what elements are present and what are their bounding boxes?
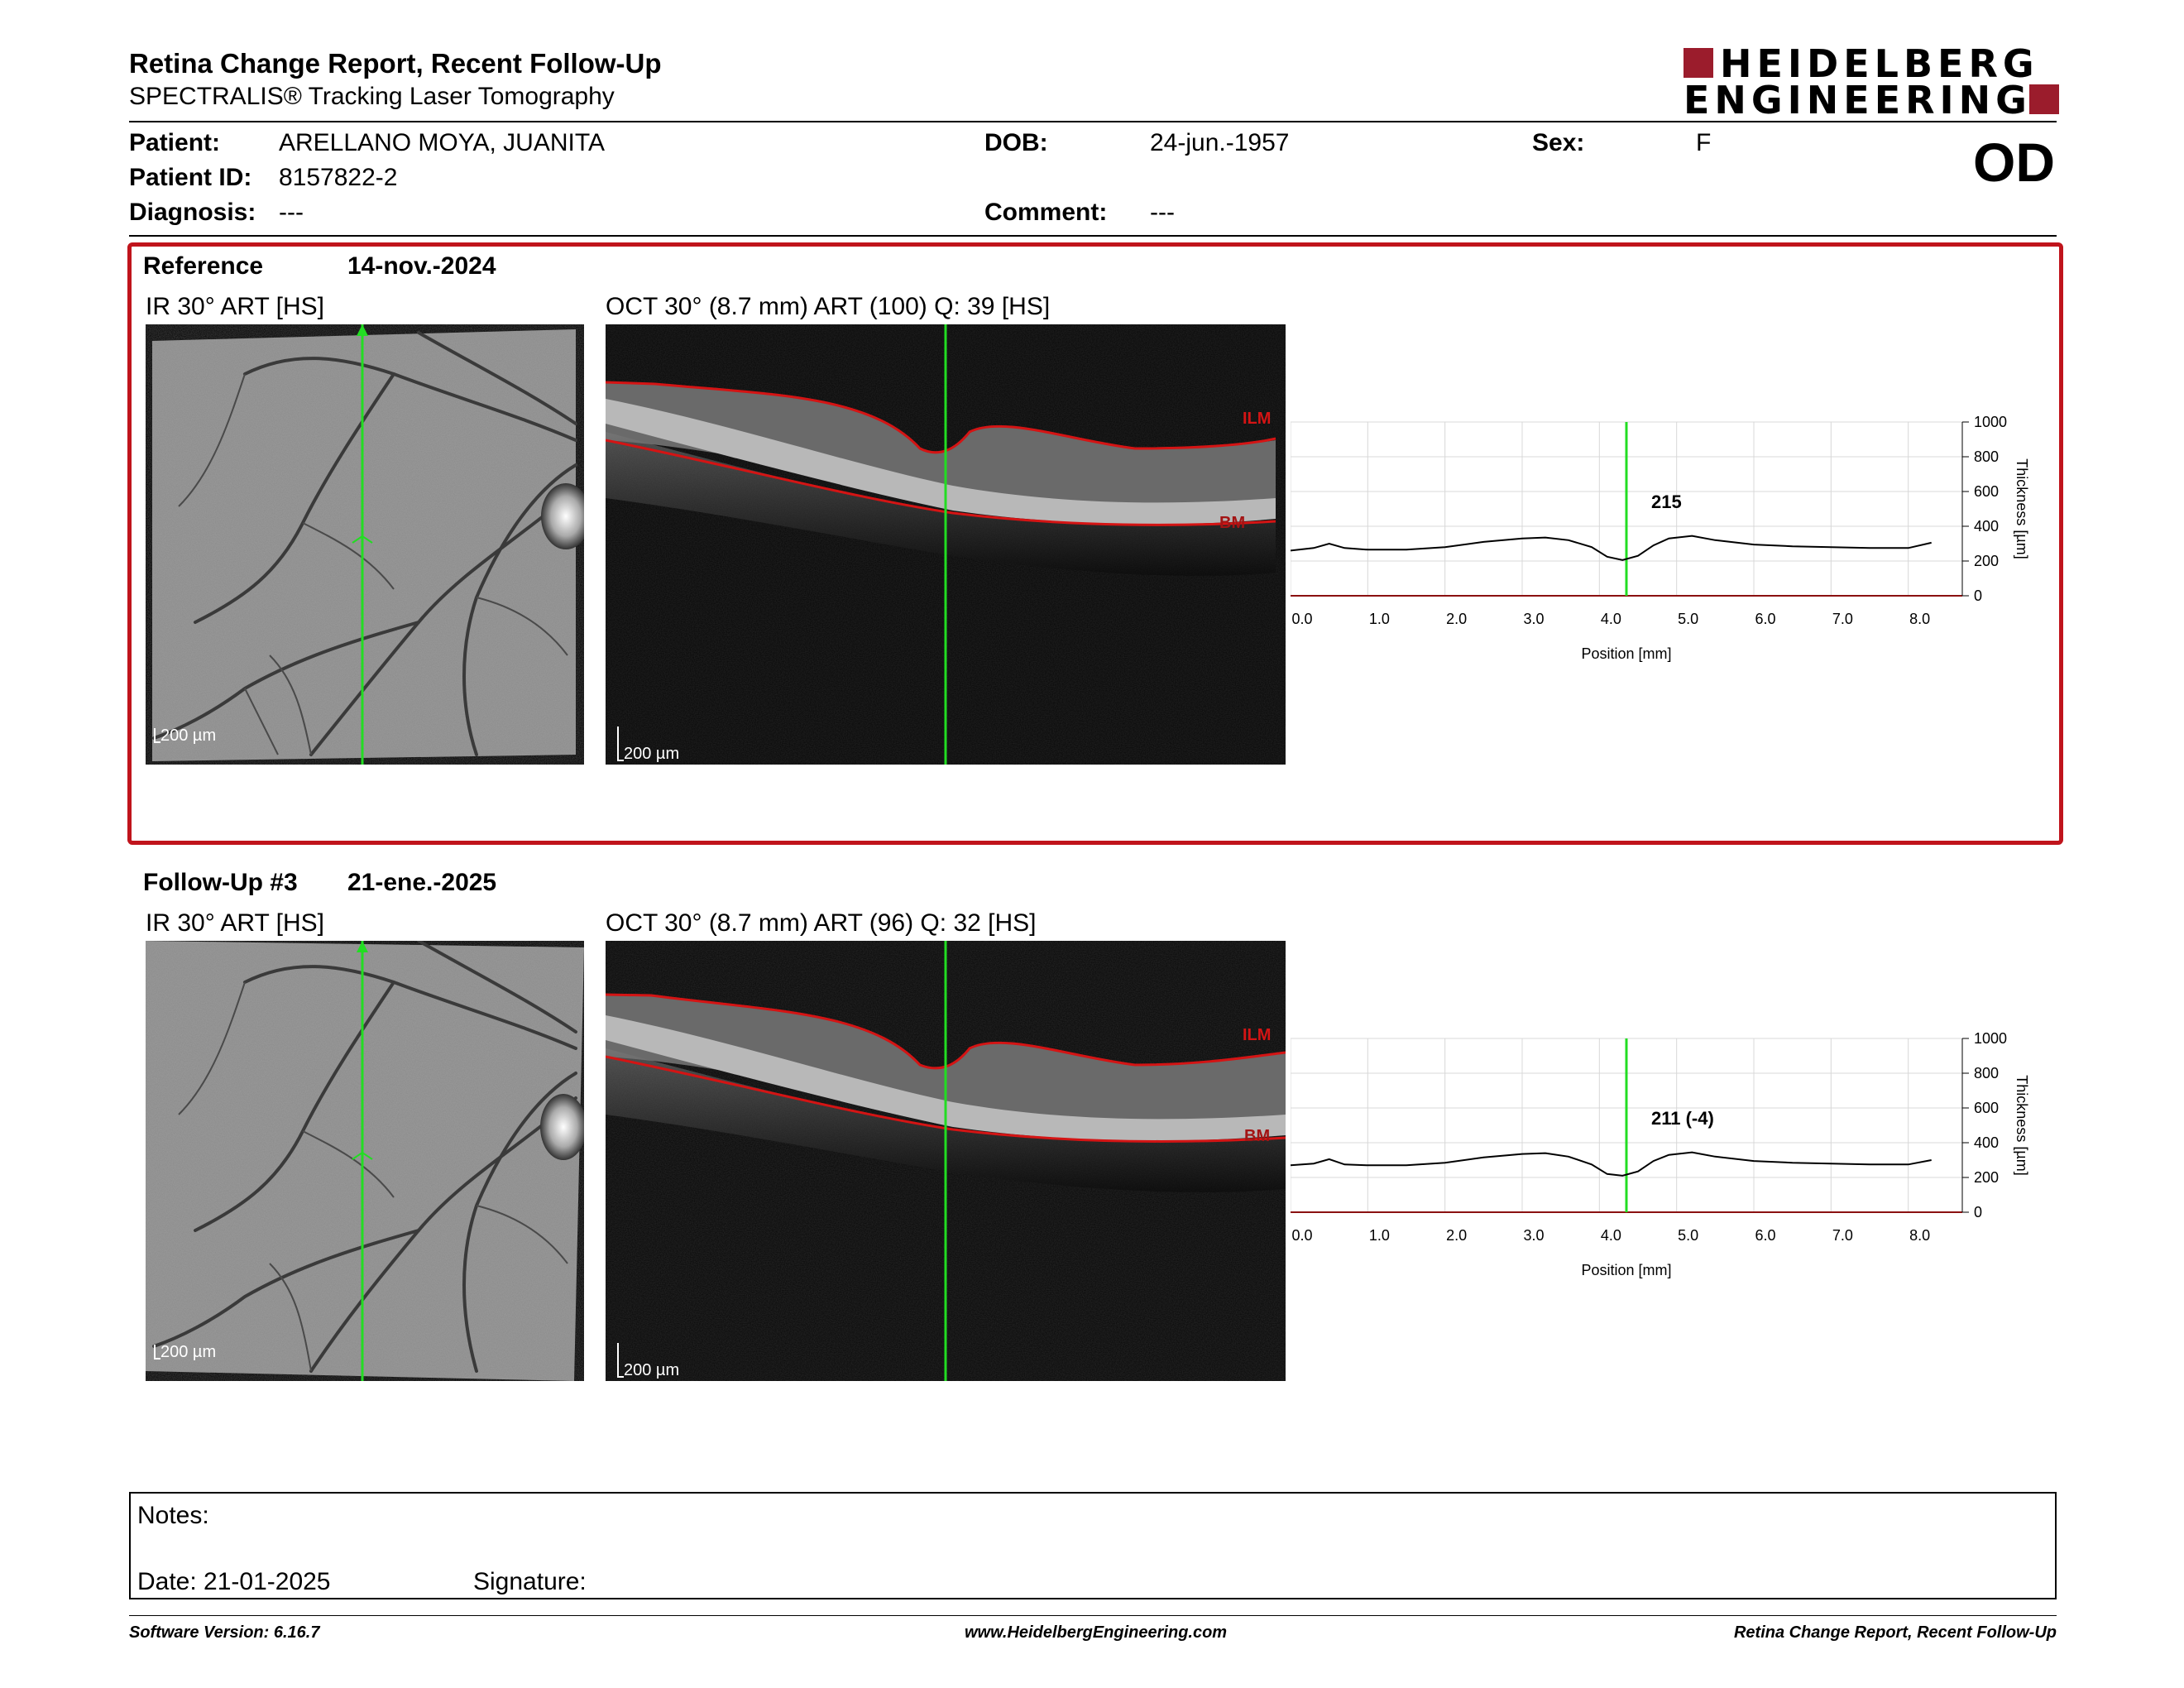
logo-text-top: HEIDELBERG (1720, 41, 2039, 86)
chart-xlabel: Position [mm] (1581, 1262, 1671, 1278)
notes-date: Date: 21-01-2025 (137, 1568, 331, 1595)
chart-ytick-label: 800 (1974, 448, 1999, 465)
followup-oct-bscan-image[interactable]: ILM BM 200 µm (606, 941, 1286, 1381)
chart-xtick-label: 4.0 (1601, 1227, 1621, 1244)
followup-oct-scale-bar: 200 µm (617, 1343, 679, 1380)
chart-ylabel: Thickness [µm] (2014, 1075, 2030, 1175)
followup-ir-label: IR 30° ART [HS] (146, 909, 324, 937)
reference-fundus-svg (146, 324, 584, 765)
followup-section-name: Follow-Up #3 (143, 869, 298, 896)
reference-oct-label: OCT 30° (8.7 mm) ART (100) Q: 39 [HS] (606, 293, 1051, 320)
chart-xtick-label: 6.0 (1755, 1227, 1775, 1244)
followup-thickness-chart: 0.0 1.0 2.0 3.0 4.0 5.0 6.0 7.0 8.0 0 200 400 600 800… (1291, 1030, 2030, 1278)
diagnosis-value: --- (279, 199, 304, 226)
reference-ir-fundus-image[interactable]: 200 µm (146, 324, 584, 765)
chart-ytick-label: 0 (1974, 587, 1982, 604)
chart-xtick-label: 0.0 (1291, 1227, 1312, 1244)
chart-xtick-label: 5.0 (1678, 611, 1698, 627)
footer-divider (129, 1615, 2057, 1616)
chart-ytick-label: 600 (1974, 1100, 1999, 1116)
sex-value: F (1696, 129, 1712, 156)
reference-oct-scale-bar: 200 µm (617, 727, 679, 764)
followup-bm-label: BM (1244, 1127, 1270, 1145)
chart-xtick-label: 5.0 (1678, 1227, 1698, 1244)
chart-xtick-label: 2.0 (1446, 1227, 1467, 1244)
chart-xlabel: Position [mm] (1581, 645, 1671, 662)
chart-xtick-label: 3.0 (1523, 1227, 1544, 1244)
reference-cursor-value: 215 (1651, 492, 1682, 512)
report-subtitle: SPECTRALIS® Tracking Laser Tomography (129, 83, 615, 110)
chart-ytick-label: 200 (1974, 553, 1999, 569)
chart-xtick-label: 6.0 (1755, 611, 1775, 627)
header-divider-bottom (129, 235, 2057, 237)
patient-id-value: 8157822-2 (279, 164, 398, 191)
chart-xtick-label: 1.0 (1369, 611, 1390, 627)
followup-oct-label: OCT 30° (8.7 mm) ART (96) Q: 32 [HS] (606, 909, 1037, 937)
footer-software-version: Software Version: 6.16.7 (129, 1623, 320, 1642)
heidelberg-logo: HEIDELBERG ENGINEERING (1684, 45, 2060, 119)
chart-ytick-label: 200 (1974, 1169, 1999, 1186)
chart-xtick-label: 8.0 (1909, 611, 1930, 627)
followup-ilm-label: ILM (1243, 1026, 1271, 1044)
followup-cursor-value: 211 (-4) (1651, 1108, 1714, 1129)
chart-series-line (1291, 1151, 1932, 1177)
header-divider-top (129, 121, 2057, 122)
chart-ylabel: Thickness [µm] (2014, 458, 2030, 559)
report-title: Retina Change Report, Recent Follow-Up (129, 48, 662, 79)
diagnosis-label: Diagnosis: (129, 199, 256, 226)
followup-oct-scale-label: 200 µm (624, 1361, 680, 1379)
comment-value: --- (1150, 199, 1175, 226)
followup-section-date: 21-ene.-2025 (347, 869, 497, 896)
reference-oct-svg: ILM BM (606, 324, 1286, 765)
chart-xtick-label: 7.0 (1832, 1227, 1853, 1244)
patient-label: Patient: (129, 129, 221, 156)
reference-section-frame (127, 242, 2063, 845)
patient-value: ARELLANO MOYA, JUANITA (279, 129, 605, 156)
logo-square-top (1684, 48, 1713, 78)
chart-ytick-label: 0 (1974, 1204, 1982, 1220)
followup-ir-scale-label: 200 µm (160, 1343, 217, 1361)
chart-ytick-label: 800 (1974, 1065, 1999, 1081)
followup-oct-svg: ILM BM (606, 941, 1286, 1381)
eye-indicator: OD (1973, 132, 2055, 193)
followup-fundus-svg (146, 941, 584, 1381)
followup-ir-scale-bar: 200 µm (154, 1343, 216, 1362)
chart-ytick-label: 600 (1974, 483, 1999, 500)
reference-section-date: 14-nov.-2024 (347, 252, 496, 280)
notes-box[interactable]: Notes: Date: 21-01-2025 Signature: (129, 1492, 2057, 1599)
footer-report-name: Retina Change Report, Recent Follow-Up (1733, 1623, 2057, 1642)
chart-ytick-label: 400 (1974, 1134, 1999, 1151)
chart-xtick-label: 8.0 (1909, 1227, 1930, 1244)
reference-ir-scale-bar: 200 µm (154, 727, 216, 746)
chart-ytick-label: 1000 (1974, 1030, 2007, 1047)
reference-section-name: Reference (143, 252, 264, 280)
reference-ilm-label: ILM (1243, 410, 1271, 428)
reference-oct-bscan-image[interactable]: ILM BM 200 µm (606, 324, 1286, 765)
logo-square-bottom (2029, 84, 2059, 114)
reference-bm-label: BM (1219, 514, 1245, 532)
notes-signature[interactable]: Signature: (473, 1568, 587, 1595)
reference-ir-scale-label: 200 µm (160, 727, 217, 745)
dob-label: DOB: (984, 129, 1048, 156)
notes-label: Notes: (137, 1502, 209, 1529)
logo-text-bottom: ENGINEERING (1684, 78, 2032, 122)
patient-id-label: Patient ID: (129, 164, 252, 191)
chart-xtick-label: 1.0 (1369, 1227, 1390, 1244)
followup-ir-fundus-image[interactable]: 200 µm (146, 941, 584, 1381)
reference-ir-label: IR 30° ART [HS] (146, 293, 324, 320)
sex-label: Sex: (1532, 129, 1585, 156)
chart-xtick-label: 0.0 (1291, 611, 1312, 627)
chart-ytick-label: 400 (1974, 518, 1999, 535)
chart-series-line (1291, 535, 1932, 561)
chart-xtick-label: 7.0 (1832, 611, 1853, 627)
chart-xtick-label: 2.0 (1446, 611, 1467, 627)
reference-oct-scale-label: 200 µm (624, 745, 680, 763)
chart-xtick-label: 4.0 (1601, 611, 1621, 627)
dob-value: 24-jun.-1957 (1150, 129, 1290, 156)
chart-xtick-label: 3.0 (1523, 611, 1544, 627)
comment-label: Comment: (984, 199, 1108, 226)
chart-ytick-label: 1000 (1974, 414, 2007, 430)
reference-thickness-chart: 0.0 1.0 2.0 3.0 4.0 5.0 6.0 7.0 8.0 0 200 400 600 800… (1291, 414, 2030, 662)
footer-website-link[interactable]: www.HeidelbergEngineering.com (965, 1623, 1228, 1642)
